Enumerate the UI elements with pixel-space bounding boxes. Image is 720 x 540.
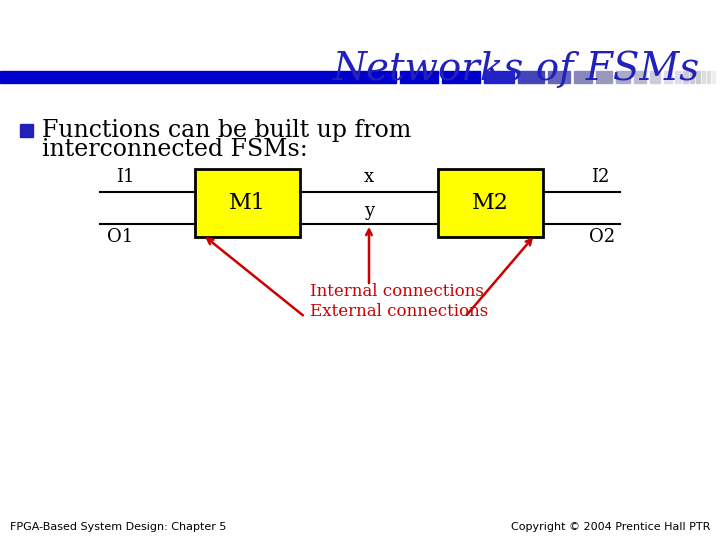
Text: x: x [364,168,374,186]
Text: FPGA-Based System Design: Chapter 5: FPGA-Based System Design: Chapter 5 [10,522,226,532]
Bar [20,124,33,137]
Text: M1: M1 [229,192,266,214]
Text: M2: M2 [472,192,509,214]
Text: O2: O2 [589,228,615,246]
Bar [707,71,710,83]
Bar [634,71,646,83]
Bar [400,71,438,83]
Bar [650,71,660,83]
Text: O1: O1 [107,228,133,246]
Bar [712,71,715,83]
Bar [664,71,672,83]
Bar [574,71,592,83]
Text: Internal connections: Internal connections [310,284,484,300]
Text: I1: I1 [116,168,134,186]
Bar [195,169,300,237]
Text: interconnected FSMs:: interconnected FSMs: [42,138,307,161]
Text: Functions can be built up from: Functions can be built up from [42,118,411,141]
Bar [518,71,544,83]
Bar [0,71,396,83]
Text: I2: I2 [591,168,609,186]
Text: y: y [364,202,374,220]
Text: External connections: External connections [310,303,488,321]
Bar [548,71,570,83]
Bar [484,71,514,83]
Bar [675,71,681,83]
Bar [442,71,480,83]
Bar [690,71,694,83]
Text: Copyright © 2004 Prentice Hall PTR: Copyright © 2004 Prentice Hall PTR [510,522,710,532]
Text: Networks of FSMs: Networks of FSMs [333,50,700,87]
Bar [616,71,630,83]
Bar [596,71,612,83]
Bar [696,71,700,83]
Bar [702,71,705,83]
Bar [438,169,543,237]
Bar [683,71,688,83]
